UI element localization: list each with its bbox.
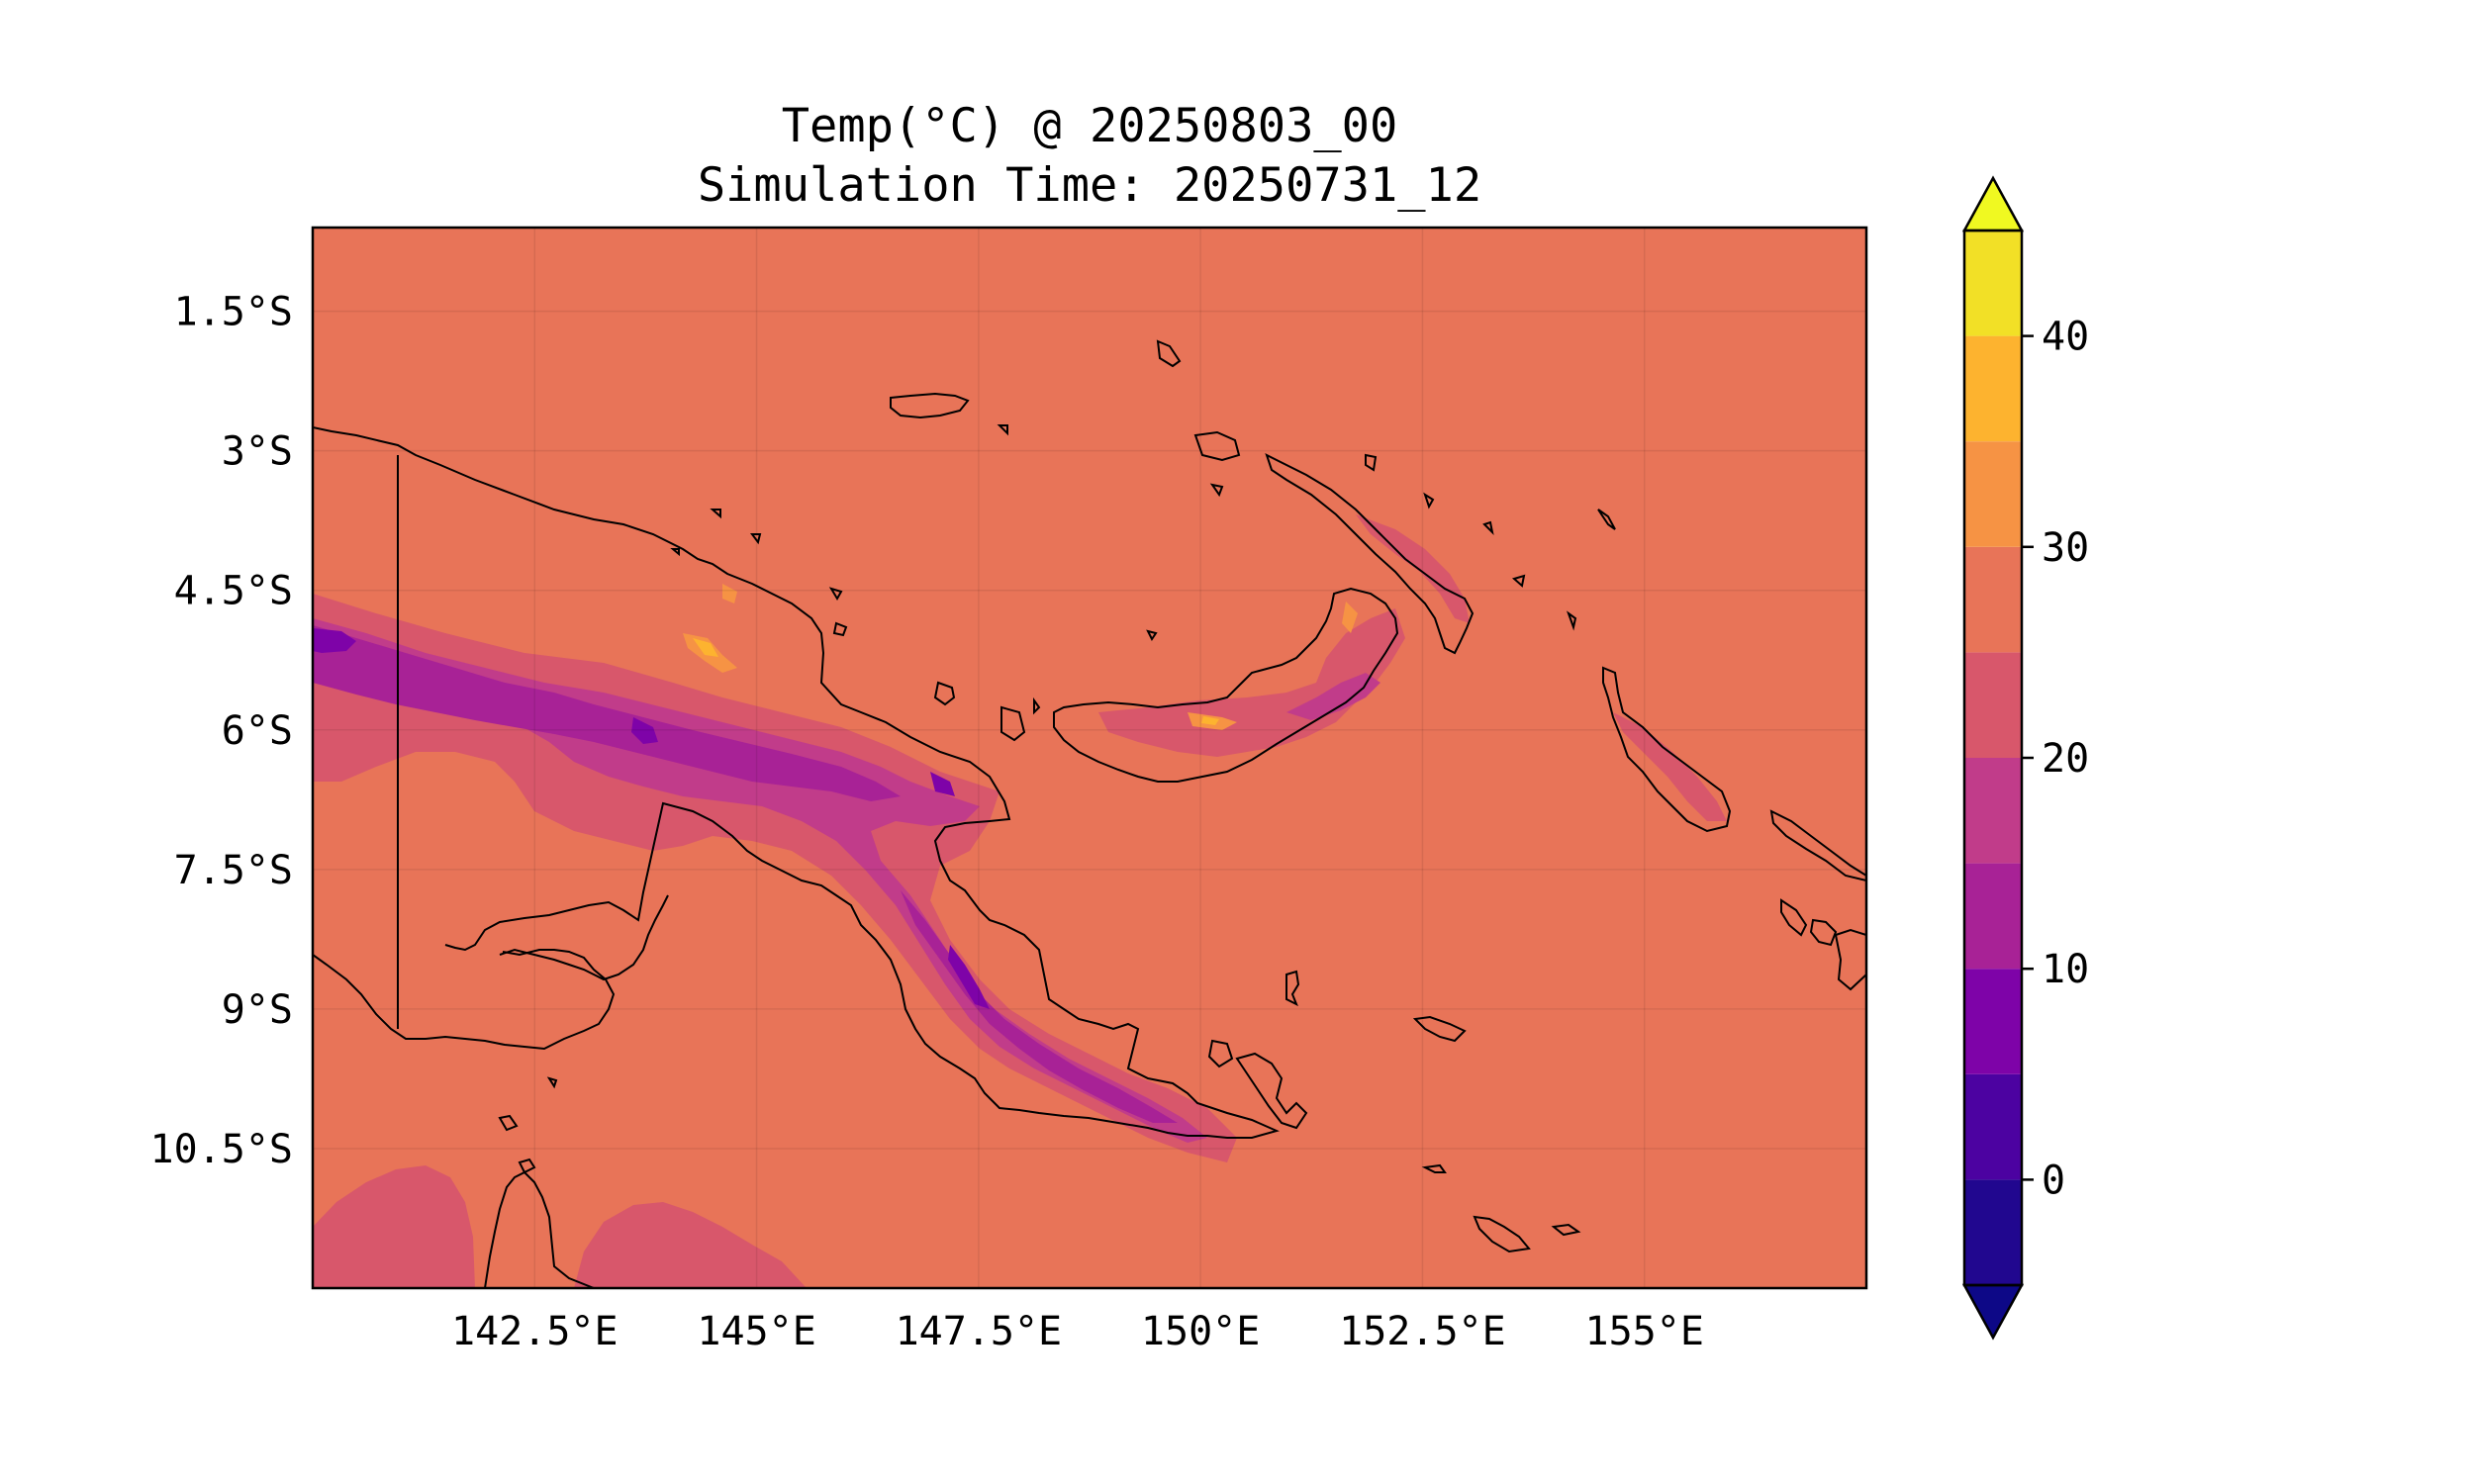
coastline-solomon-east bbox=[1834, 928, 1866, 991]
contour-5-10-west-peak bbox=[313, 628, 356, 653]
coastline-new-britain bbox=[1053, 587, 1399, 783]
colorbar-level-swatch bbox=[1964, 652, 2022, 758]
coastline-sudest bbox=[1473, 1215, 1531, 1253]
colorbar: 0 10 20 30 40 bbox=[1961, 175, 2089, 1341]
coastline-cape-york bbox=[484, 1170, 595, 1288]
coastline-woodlark bbox=[1412, 1015, 1467, 1043]
contour-30-35-patch-b bbox=[722, 584, 737, 603]
colorbar-level-swatch bbox=[1964, 969, 2022, 1074]
coastlines bbox=[313, 339, 1866, 1288]
contour-35-40-patch-a bbox=[693, 638, 718, 657]
lon-tick-label: 147.5°E bbox=[896, 1309, 1063, 1354]
coastline-dentrecasteaux-fergusson bbox=[1235, 1052, 1308, 1130]
colorbar-level-swatch bbox=[1964, 335, 2022, 442]
colorbar-tick-label: 40 bbox=[2042, 315, 2089, 360]
coastline-solomon-choiseul bbox=[1769, 809, 1866, 882]
lon-tick-labels: 142.5°E 145°E 147.5°E 150°E 152.5°E 155°E bbox=[451, 1309, 1704, 1354]
plot-title: Temp(°C) @ 20250803_00 Simulation Time: … bbox=[313, 97, 1866, 216]
lon-gridlines bbox=[533, 228, 1646, 1288]
colorbar-tick-label: 30 bbox=[2042, 525, 2089, 571]
lon-tick-label: 145°E bbox=[697, 1309, 815, 1354]
colorbar-level-swatch bbox=[1964, 441, 2022, 547]
lat-tick-label: 1.5°S bbox=[174, 290, 293, 335]
contour-5-10-peak-a bbox=[631, 717, 658, 744]
coastline-mussau bbox=[1156, 339, 1182, 368]
temperature-contours bbox=[313, 514, 1727, 1288]
lat-tick-label: 10.5°S bbox=[150, 1127, 294, 1172]
coastline-long-island bbox=[1000, 705, 1026, 742]
contour-20-25-newbritain bbox=[1098, 608, 1405, 757]
coastline-manus bbox=[890, 392, 970, 419]
lat-tick-label: 3°S bbox=[222, 429, 293, 475]
coastline-trobriand bbox=[1285, 970, 1300, 1007]
contour-30-35-patch-d bbox=[1342, 602, 1358, 633]
coastline-bougainville bbox=[1602, 666, 1732, 833]
contour-5-10-peak-c bbox=[948, 945, 990, 1009]
colorbar-level-swatch bbox=[1964, 863, 2022, 970]
coastline-misima bbox=[1421, 1163, 1447, 1173]
contour-20-25-cape-york-west bbox=[313, 1165, 475, 1288]
contour-15-20-newbritain bbox=[1286, 673, 1380, 720]
lon-tick-label: 152.5°E bbox=[1339, 1309, 1506, 1354]
lat-tick-labels: 1.5°S 3°S 4.5°S 6°S 7.5°S 9°S 10.5°S bbox=[150, 290, 294, 1172]
colorbar-tick-label: 20 bbox=[2042, 736, 2089, 782]
colorbar-level-swatch bbox=[1964, 231, 2022, 336]
map-frame bbox=[311, 226, 1868, 1290]
contour-35-40-patch-b bbox=[1201, 716, 1219, 725]
coastline-new-guinea-southwest bbox=[313, 949, 616, 1051]
coastline-solomon-isabel bbox=[1780, 898, 1808, 937]
lon-tick-label: 155°E bbox=[1585, 1309, 1704, 1354]
colorbar-level-swatch bbox=[1964, 1073, 2022, 1180]
lat-tick-label: 6°S bbox=[222, 708, 293, 754]
colorbar-level-swatch bbox=[1964, 758, 2022, 864]
lat-tick-label: 9°S bbox=[222, 987, 293, 1033]
colorbar-tick-label: 0 bbox=[2042, 1158, 2065, 1203]
coastline-manam bbox=[832, 621, 848, 637]
coastline-new-hanover bbox=[1193, 430, 1241, 462]
colorbar-over-arrow bbox=[1961, 175, 2025, 232]
lat-gridlines bbox=[313, 310, 1866, 1150]
coastline-new-ireland bbox=[1265, 453, 1475, 655]
coastline-new-guinea-north bbox=[313, 426, 1280, 1139]
contour-5-10-peak-b bbox=[930, 772, 955, 796]
title-line-simulation-time: Simulation Time: 20250731_12 bbox=[697, 158, 1482, 213]
coastline-new-guinea-fly-delta bbox=[499, 894, 669, 981]
contour-20-25-bougainville bbox=[1613, 712, 1727, 821]
map-panel bbox=[311, 226, 1868, 1290]
lat-tick-label: 7.5°S bbox=[174, 848, 293, 893]
contour-20-25-newireland bbox=[1356, 514, 1470, 623]
contour-10-15-west-range bbox=[313, 625, 901, 801]
lon-tick-label: 142.5°E bbox=[451, 1309, 618, 1354]
coastline-torres-islands bbox=[498, 424, 1616, 1174]
colorbar-under-arrow bbox=[1961, 1283, 2025, 1341]
coastline-karkar-island bbox=[933, 681, 956, 706]
colorbar-level-swatch bbox=[1964, 546, 2022, 653]
lon-tick-label: 150°E bbox=[1141, 1309, 1260, 1354]
coastline-dentrecasteaux-goodenough bbox=[1207, 1039, 1234, 1068]
title-line-valid-time: Temp(°C) @ 20250803_00 bbox=[781, 99, 1398, 153]
coastline-umboi bbox=[1033, 696, 1041, 715]
coastline-rossel bbox=[1551, 1223, 1581, 1237]
contour-20-25-cape-york-east bbox=[574, 1202, 807, 1288]
colorbar-level-swatch bbox=[1964, 1179, 2022, 1285]
colorbar-tick-label: 10 bbox=[2042, 947, 2089, 992]
lat-tick-label: 4.5°S bbox=[174, 569, 293, 614]
coastline-solomon-new-georgia bbox=[1809, 918, 1838, 947]
